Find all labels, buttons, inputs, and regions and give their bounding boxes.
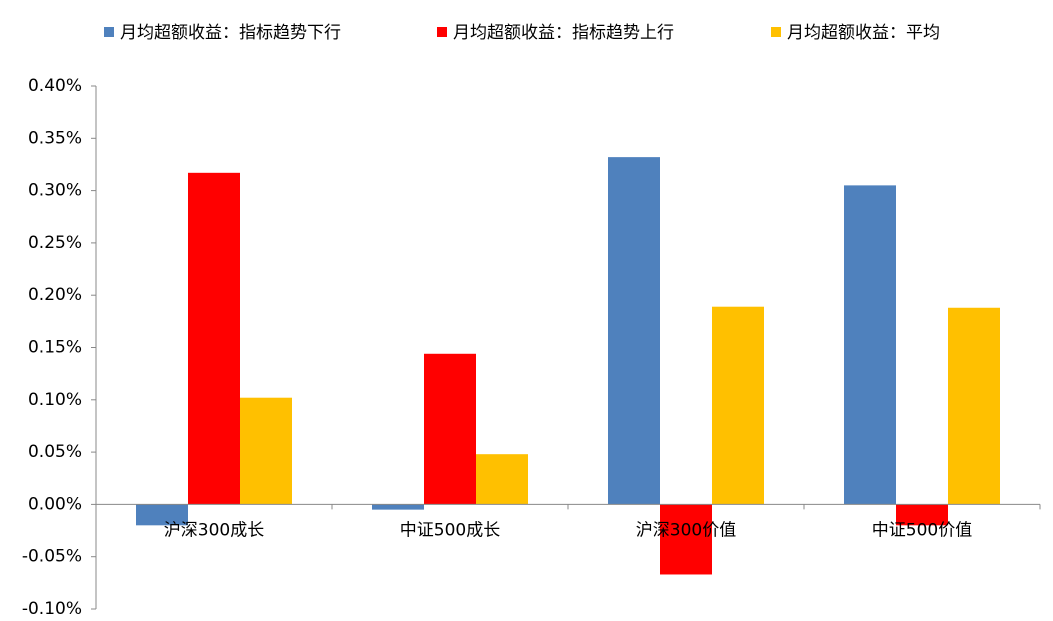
bar xyxy=(844,185,896,505)
x-tick-label: 沪深300价值 xyxy=(636,520,736,540)
y-tick-label: 0.10% xyxy=(28,390,82,410)
bar xyxy=(424,353,476,505)
bar xyxy=(476,454,528,505)
y-tick-label: 0.25% xyxy=(28,233,82,253)
x-tick-label: 中证500价值 xyxy=(872,520,972,540)
y-tick-label: 0.35% xyxy=(28,128,82,148)
legend-label: 月均超额收益：指标趋势下行 xyxy=(120,23,341,43)
bar xyxy=(136,504,188,526)
bar xyxy=(896,504,948,526)
legend-label: 月均超额收益：平均 xyxy=(787,23,940,43)
bar xyxy=(608,157,660,505)
y-tick-label: 0.20% xyxy=(28,285,82,305)
bar xyxy=(188,172,240,505)
legend-label: 月均超额收益：指标趋势上行 xyxy=(453,23,674,43)
y-tick-label: -0.10% xyxy=(22,599,82,619)
y-tick-label: 0.00% xyxy=(28,494,82,514)
bar xyxy=(660,504,712,575)
y-tick-label: -0.05% xyxy=(22,547,82,567)
y-tick-label: 0.40% xyxy=(28,76,82,96)
legend-swatch xyxy=(104,27,114,37)
bar xyxy=(948,307,1000,505)
x-tick-label: 中证500成长 xyxy=(400,520,500,540)
legend-swatch xyxy=(437,27,447,37)
bar xyxy=(712,306,764,505)
legend-swatch xyxy=(771,27,781,37)
y-tick-label: 0.15% xyxy=(28,338,82,358)
bar xyxy=(372,504,424,510)
x-tick-label: 沪深300成长 xyxy=(164,520,264,540)
y-tick-label: 0.05% xyxy=(28,442,82,462)
bar xyxy=(240,397,292,505)
y-tick-label: 0.30% xyxy=(28,181,82,201)
